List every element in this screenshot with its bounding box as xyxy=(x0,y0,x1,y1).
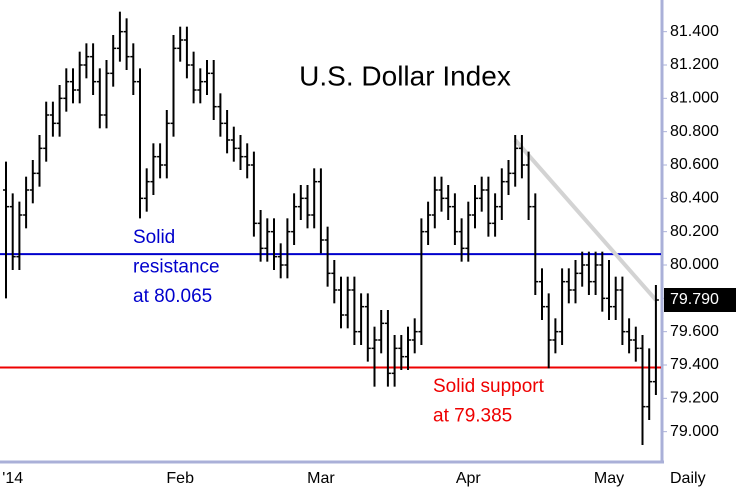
level-annotation: Solid support xyxy=(433,376,545,397)
y-tick-label: 80.200 xyxy=(670,223,719,240)
y-tick-label: 79.200 xyxy=(670,390,719,407)
x-tick-label: Mar xyxy=(307,470,335,487)
x-tick-label: Apr xyxy=(456,470,482,487)
x-tick-label: May xyxy=(594,470,624,487)
y-tick-label: 81.000 xyxy=(670,90,719,107)
trendline xyxy=(513,138,658,302)
level-annotation: Solid xyxy=(133,227,175,248)
level-annotation: at 79.385 xyxy=(433,406,512,427)
y-tick-label: 79.600 xyxy=(670,323,719,340)
chart-title: U.S. Dollar Index xyxy=(299,60,511,91)
last-price-box xyxy=(664,288,736,312)
period-label: Daily xyxy=(670,470,706,487)
y-tick-label: 79.000 xyxy=(670,423,719,440)
y-tick-label: 80.800 xyxy=(670,123,719,140)
y-tick-label: 80.000 xyxy=(670,256,719,273)
y-tick-label: 81.400 xyxy=(670,23,719,40)
y-tick-label: 81.200 xyxy=(670,56,719,73)
level-annotation: resistance xyxy=(133,257,220,278)
x-tick-label: '14 xyxy=(2,470,23,487)
level-annotation: at 80.065 xyxy=(133,286,212,307)
last-price-label: 79.790 xyxy=(670,291,719,308)
y-tick-label: 80.400 xyxy=(670,190,719,207)
y-tick-label: 80.600 xyxy=(670,156,719,173)
y-tick-label: 79.400 xyxy=(670,356,719,373)
x-tick-label: Feb xyxy=(166,470,194,487)
